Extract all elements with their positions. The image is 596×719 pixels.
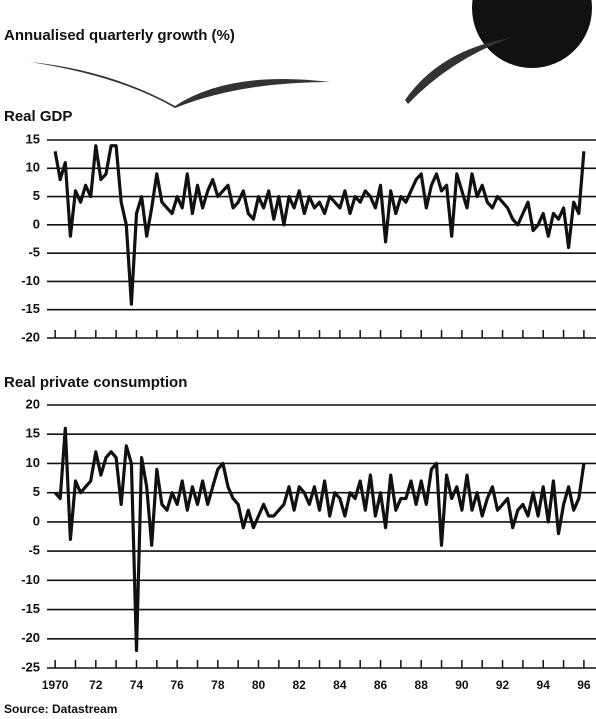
source-note: Source: Datastream xyxy=(4,702,117,714)
x-tick-label: 82 xyxy=(293,678,307,692)
chart-title: Real GDP xyxy=(4,108,72,125)
y-tick-label: 10 xyxy=(26,160,40,175)
y-tick-label: 5 xyxy=(33,484,40,499)
data-line xyxy=(55,428,584,650)
y-tick-label: -20 xyxy=(21,630,40,645)
x-tick-label: 84 xyxy=(333,678,347,692)
x-tick-label: 78 xyxy=(211,678,225,692)
y-tick-label: 15 xyxy=(26,131,40,146)
y-tick-label: 0 xyxy=(33,513,40,528)
x-tick-label: 72 xyxy=(89,678,103,692)
y-tick-label: -10 xyxy=(21,572,40,587)
x-tick-label: 1970 xyxy=(42,678,69,692)
bird-decoration xyxy=(30,62,330,108)
x-tick-label: 94 xyxy=(537,678,551,692)
y-tick-label: 20 xyxy=(26,396,40,411)
y-tick-label: -10 xyxy=(21,273,40,288)
chart-title: Real private consumption xyxy=(4,374,187,391)
x-tick-label: 88 xyxy=(415,678,429,692)
y-tick-label: 0 xyxy=(33,216,40,231)
x-tick-label: 90 xyxy=(455,678,469,692)
y-tick-label: -5 xyxy=(28,543,40,558)
y-tick-label: 15 xyxy=(26,426,40,441)
x-tick-label: 74 xyxy=(130,678,144,692)
x-tick-label: 80 xyxy=(252,678,266,692)
y-tick-label: 5 xyxy=(33,188,40,203)
x-tick-label: 92 xyxy=(496,678,510,692)
y-tick-label: -15 xyxy=(21,601,40,616)
sun-decoration xyxy=(472,0,592,68)
y-tick-label: 10 xyxy=(26,455,40,470)
y-tick-label: -5 xyxy=(28,245,40,260)
x-tick-label: 96 xyxy=(577,678,591,692)
y-tick-label: -25 xyxy=(21,659,40,674)
y-tick-label: -20 xyxy=(21,329,40,344)
x-tick-label: 76 xyxy=(170,678,184,692)
page-title: Annualised quarterly growth (%) xyxy=(4,27,235,44)
y-tick-label: -15 xyxy=(21,301,40,316)
x-tick-label: 86 xyxy=(374,678,388,692)
page: {"title": "Annualised quarterly growth (… xyxy=(0,0,596,714)
chart-page: Annualised quarterly growth (%) Real GDP… xyxy=(0,0,596,714)
